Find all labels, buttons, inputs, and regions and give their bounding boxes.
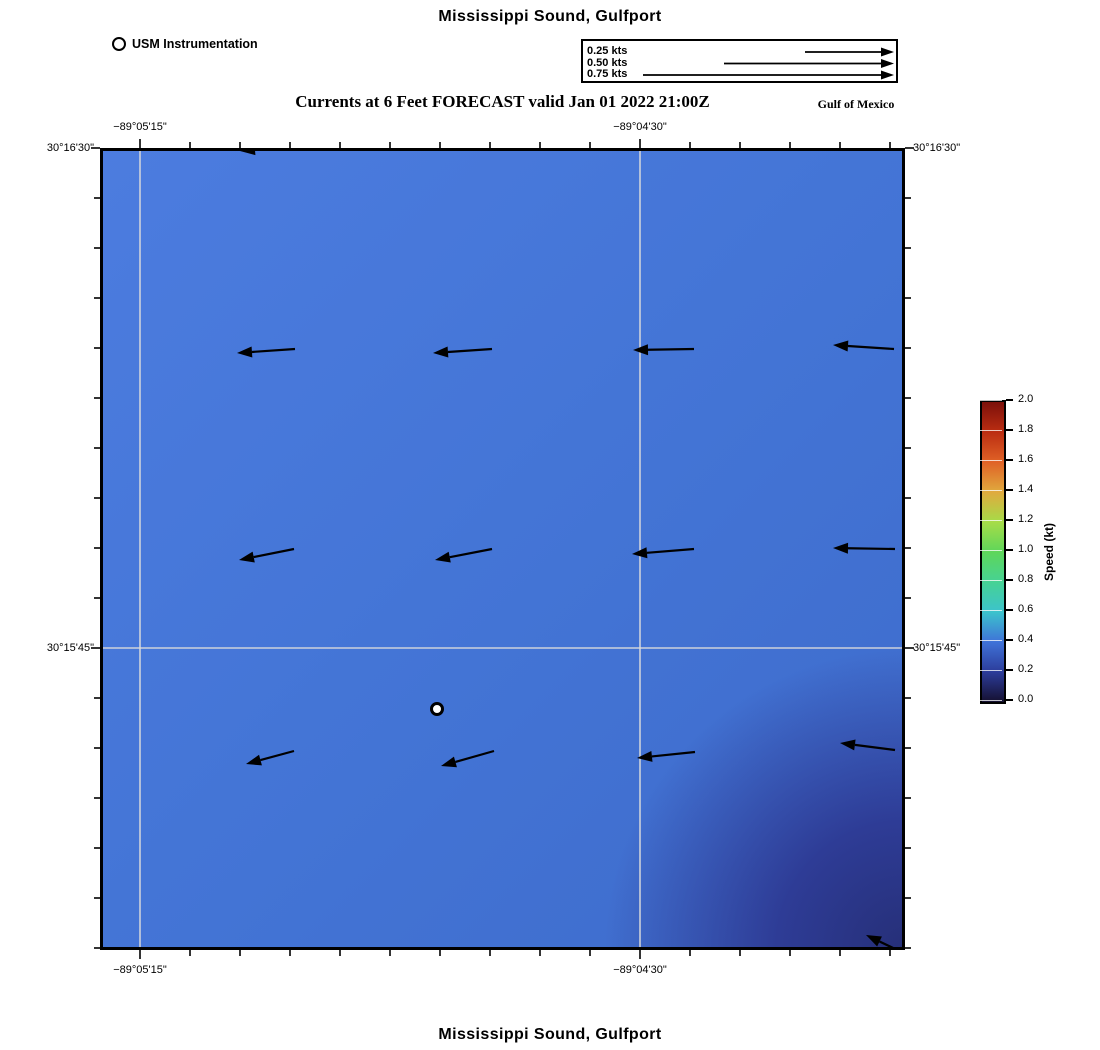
forecast-subtitle: Currents at 6 Feet FORECAST valid Jan 01…: [295, 92, 710, 111]
lon-label-bottom-left: −89°05'15": [113, 964, 167, 976]
current-arrow-shaft: [251, 347, 296, 354]
colorbar-axis-label: Speed (kt): [1042, 522, 1056, 582]
map-frame: [100, 148, 905, 950]
colorbar-level-line: [980, 429, 1002, 431]
scale-label-050: 0.50 kts: [587, 57, 628, 69]
lon-label-bottom-right: −89°04'30": [613, 964, 667, 976]
bottom-title: Mississippi Sound, Gulfport: [438, 1026, 662, 1043]
colorbar-tick: [1006, 669, 1013, 671]
scale-arrow-head: [881, 70, 894, 80]
colorbar-tick: [1006, 399, 1013, 401]
colorbar-tick: [1006, 639, 1013, 641]
current-arrow-head: [237, 346, 253, 358]
colorbar-tick-label: 1.0: [1018, 543, 1034, 555]
current-arrow-head: [246, 754, 262, 766]
colorbar-level-line: [980, 519, 1002, 521]
colorbar-level-line: [980, 399, 1002, 401]
current-arrow-head: [632, 547, 648, 559]
instrument-marker: [430, 702, 444, 716]
current-arrow-head: [833, 542, 849, 554]
current-arrow-shaft: [455, 749, 495, 763]
current-arrow-head: [435, 551, 451, 563]
colorbar-tick: [1006, 549, 1013, 551]
colorbar-level-line: [980, 669, 1002, 671]
colorbar-level-line: [980, 609, 1002, 611]
colorbar-level-line: [980, 579, 1002, 581]
current-arrow-shaft: [253, 547, 295, 559]
current-arrow-shaft: [854, 743, 896, 752]
colorbar-tick-label: 1.4: [1018, 483, 1034, 495]
colorbar-tick: [1006, 699, 1013, 701]
lat-label-right-top: 30°16'30": [913, 142, 961, 154]
instrument-legend: USM Instrumentation: [112, 37, 258, 51]
colorbar-tick: [1006, 459, 1013, 461]
colorbar-level-line: [980, 699, 1002, 701]
current-arrow-shaft: [260, 749, 295, 762]
map-content: [100, 148, 905, 950]
current-arrow-head: [239, 551, 255, 563]
lon-label-top-left: −89°05'15": [113, 121, 167, 133]
colorbar-tick-label: 0.8: [1018, 573, 1034, 585]
scale-label-025: 0.25 kts: [587, 45, 628, 57]
colorbar-tick: [1006, 429, 1013, 431]
current-arrow-head: [840, 739, 856, 751]
current-arrow-shaft: [847, 344, 895, 351]
scale-label-075: 0.75 kts: [587, 68, 628, 80]
colorbar-tick-label: 1.2: [1018, 513, 1034, 525]
current-map-canvas: [91, 139, 914, 959]
colorbar-level-line: [980, 639, 1002, 641]
colorbar-tick-label: 0.4: [1018, 633, 1034, 645]
colorbar-tick-label: 0.6: [1018, 603, 1034, 615]
colorbar: Speed (kt) 0.0 0.2 0.4 0.6 0.8 1.0 1.2 1.4 1.6 1.…: [978, 393, 1088, 708]
colorbar-tick: [1006, 489, 1013, 491]
colorbar-level-line: [980, 549, 1002, 551]
current-arrow-head: [866, 935, 882, 947]
current-arrow-shaft: [646, 547, 695, 554]
colorbar-tick-label: 1.6: [1018, 453, 1034, 465]
current-arrow-head: [633, 344, 649, 356]
colorbar-tick: [1006, 579, 1013, 581]
colorbar-tick-label: 2.0: [1018, 393, 1034, 405]
colorbar-tick-label: 0.2: [1018, 663, 1034, 675]
current-arrow-shaft: [651, 750, 696, 758]
current-arrow-shaft: [847, 547, 896, 551]
current-arrow-shaft: [449, 547, 493, 559]
colorbar-tick-label: 0.0: [1018, 693, 1034, 705]
page-title: Mississippi Sound, Gulfport: [438, 8, 662, 25]
current-arrow-head: [433, 346, 449, 358]
current-arrow-shaft: [447, 347, 493, 354]
lat-label-left-top: 30°16'30": [46, 142, 94, 154]
colorbar-level-line: [980, 489, 1002, 491]
instrument-circle-icon: [112, 37, 126, 51]
colorbar-tick: [1006, 519, 1013, 521]
lat-label-left-mid: 30°15'45": [46, 642, 94, 654]
lon-label-top-right: −89°04'30": [613, 121, 667, 133]
vector-scale-legend: 0.25 kts 0.50 kts 0.75 kts: [581, 39, 898, 83]
current-arrow-head: [833, 340, 849, 352]
colorbar-tick: [1006, 609, 1013, 611]
instrument-legend-label: USM Instrumentation: [132, 37, 258, 51]
scale-arrows: [643, 47, 894, 80]
current-map-panel: [91, 139, 914, 959]
scale-arrow-head: [881, 59, 894, 68]
current-arrow-shaft: [647, 347, 695, 351]
scale-arrow-head: [881, 47, 894, 57]
colorbar-level-line: [980, 459, 1002, 461]
lat-label-right-mid: 30°15'45": [913, 642, 961, 654]
current-arrow-head: [637, 750, 653, 762]
region-label: Gulf of Mexico: [817, 97, 895, 111]
colorbar-tick-label: 1.8: [1018, 423, 1034, 435]
current-arrow-head: [441, 756, 457, 768]
colorbar-gradient: [980, 400, 1006, 704]
